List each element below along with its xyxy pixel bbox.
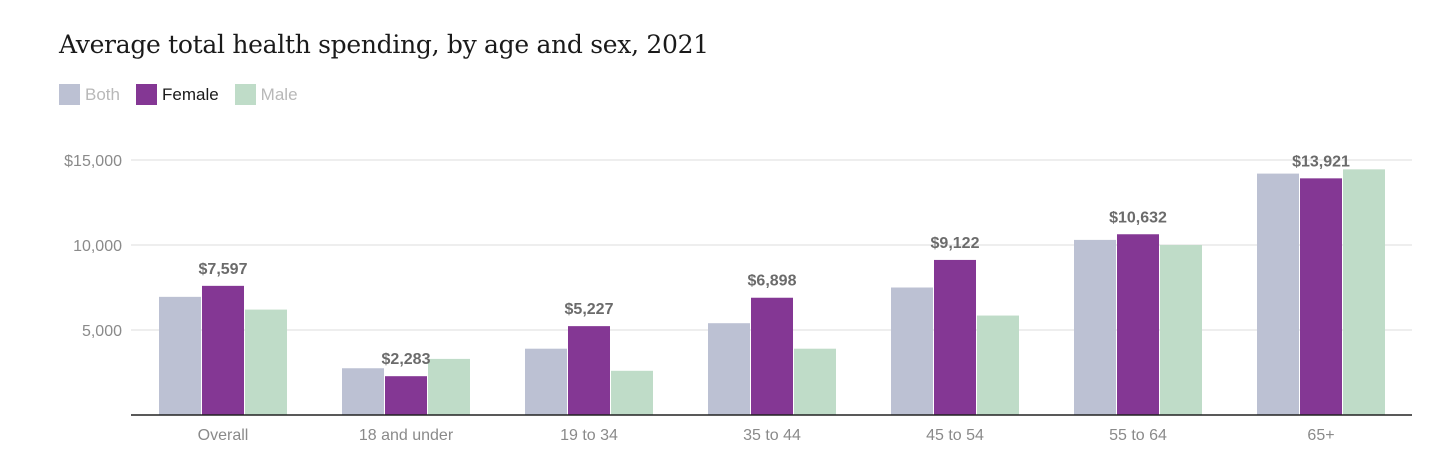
legend-item-female[interactable]: Female — [135, 84, 219, 105]
x-tick-label: 55 to 64 — [1109, 427, 1167, 444]
legend-item-male[interactable]: Male — [234, 84, 298, 105]
bar-both[interactable] — [159, 296, 201, 415]
bar-female[interactable] — [202, 285, 244, 415]
data-label: $9,122 — [931, 235, 980, 252]
bar-female[interactable] — [1300, 178, 1342, 415]
y-tick-label: 5,000 — [82, 323, 122, 340]
data-label: $10,632 — [1109, 209, 1167, 226]
x-tick-label: 35 to 44 — [743, 427, 801, 444]
legend-swatch-both — [59, 84, 80, 105]
legend-swatch-male — [234, 84, 256, 105]
chart-title: Average total health spending, by age an… — [59, 30, 709, 59]
bar-female[interactable] — [568, 326, 610, 415]
bar-both[interactable] — [891, 287, 933, 416]
bar-both[interactable] — [1074, 239, 1116, 415]
y-tick-label: $15,000 — [64, 153, 122, 170]
bar-male[interactable] — [1343, 169, 1385, 415]
bar-male[interactable] — [1160, 245, 1202, 415]
data-label: $7,597 — [199, 261, 248, 278]
bar-female[interactable] — [385, 376, 427, 415]
bar-female[interactable] — [751, 297, 793, 415]
bar-female[interactable] — [1117, 234, 1159, 415]
legend-label-both: Both — [85, 84, 120, 104]
bar-both[interactable] — [525, 348, 567, 415]
bar-male[interactable] — [794, 348, 836, 415]
x-tick-label: 19 to 34 — [560, 427, 618, 444]
legend: Both Female Male — [59, 84, 314, 105]
legend-label-female: Female — [161, 84, 219, 104]
x-tick-label: 65+ — [1307, 427, 1334, 444]
bar-both[interactable] — [1257, 173, 1299, 415]
legend-swatch-female — [135, 84, 157, 105]
x-tick-label: 45 to 54 — [926, 427, 984, 444]
legend-label-male: Male — [260, 84, 298, 104]
bar-female[interactable] — [934, 259, 976, 415]
x-tick-label: 18 and under — [359, 427, 454, 444]
x-tick-label: Overall — [198, 427, 249, 444]
bar-both[interactable] — [342, 368, 384, 415]
legend-item-both[interactable]: Both — [59, 84, 120, 105]
bar-male[interactable] — [245, 309, 287, 415]
bar-both[interactable] — [708, 323, 750, 415]
bar-male[interactable] — [428, 358, 470, 415]
data-label: $2,283 — [382, 351, 431, 368]
bar-male[interactable] — [977, 315, 1019, 415]
y-tick-label: 10,000 — [73, 238, 122, 255]
bar-male[interactable] — [611, 370, 653, 415]
data-label: $6,898 — [748, 273, 797, 290]
data-label: $13,921 — [1292, 153, 1350, 170]
data-label: $5,227 — [565, 301, 614, 318]
